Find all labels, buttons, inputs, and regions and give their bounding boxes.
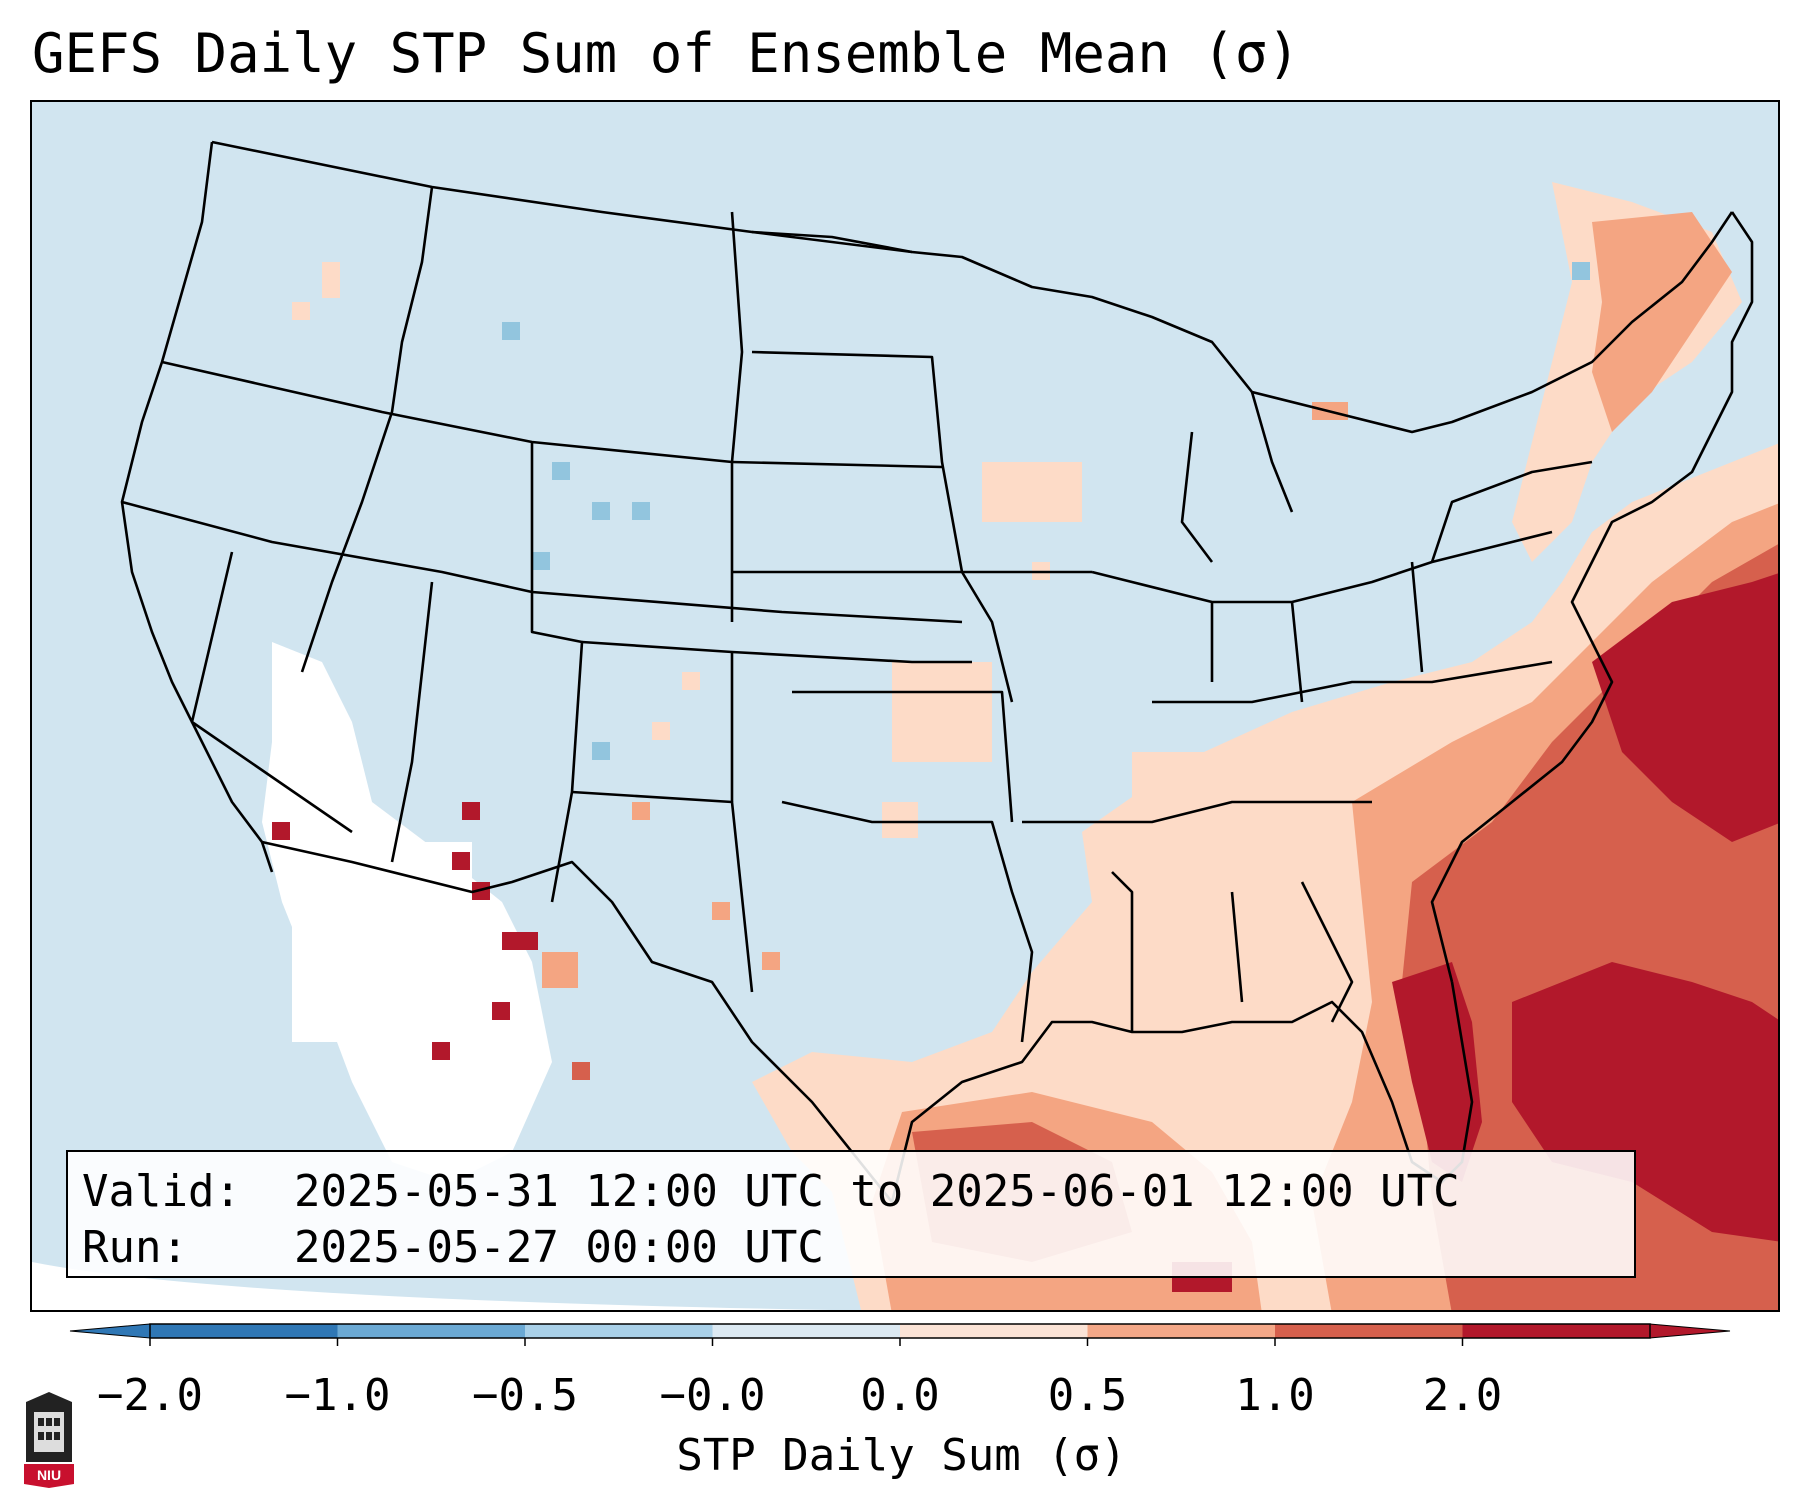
scattered-anomaly-pixels [272, 262, 1590, 1080]
colorbar-tick-label: 2.0 [1422, 1370, 1503, 1421]
run-label: Run: [82, 1222, 188, 1273]
colorbar-segment [150, 1324, 338, 1338]
colorbar-segment [1275, 1324, 1463, 1338]
colorbar-tick-label: 0.5 [1047, 1370, 1128, 1421]
colorbar-segment [712, 1324, 900, 1338]
colorbar-tick-label: −1.0 [284, 1370, 391, 1421]
chart-title: GEFS Daily STP Sum of Ensemble Mean (σ) [32, 22, 1300, 85]
colorbar-segment [525, 1324, 713, 1338]
colorbar-segment [900, 1324, 1088, 1338]
colorbar-extend-low [69, 1323, 151, 1339]
colorbar-segment [1462, 1324, 1650, 1338]
colorbar-tick-label: −2.0 [97, 1370, 203, 1421]
outside-domain-area [32, 1262, 833, 1310]
neutral-anomaly-region [262, 642, 552, 1182]
colorbar-label: STP Daily Sum (σ) [676, 1430, 1127, 1481]
extreme-positive-region [1172, 573, 1778, 1292]
niu-university-logo-icon: NIU [24, 1392, 74, 1488]
colorbar-tick-label: −0.0 [659, 1370, 766, 1421]
valid-value: 2025-05-31 12:00 UTC to 2025-06-01 12:00… [294, 1166, 1460, 1217]
colorbar-tick-label: 1.0 [1235, 1370, 1315, 1421]
colorbar-extend-high [1649, 1323, 1731, 1339]
valid-label: Valid: [82, 1166, 241, 1217]
colorbar-tick-label: 0.0 [860, 1370, 940, 1421]
colorbar-segment [337, 1324, 525, 1338]
map-panel [30, 100, 1780, 1312]
run-value: 2025-05-27 00:00 UTC [294, 1222, 824, 1273]
svg-text:NIU: NIU [37, 1467, 61, 1483]
colorbar-segment [1087, 1324, 1275, 1338]
run-line: Run: 2025-05-27 00:00 UTC [82, 1220, 1620, 1276]
map-svg [32, 102, 1778, 1310]
colorbar-tick-label: −0.5 [472, 1370, 578, 1421]
valid-line: Valid: 2025-05-31 12:00 UTC to 2025-06-01… [82, 1164, 1620, 1220]
valid-run-info-box: Valid: 2025-05-31 12:00 UTC to 2025-06-01… [66, 1150, 1636, 1278]
colorbar [69, 1323, 1731, 1346]
state-borders [120, 140, 1754, 1203]
